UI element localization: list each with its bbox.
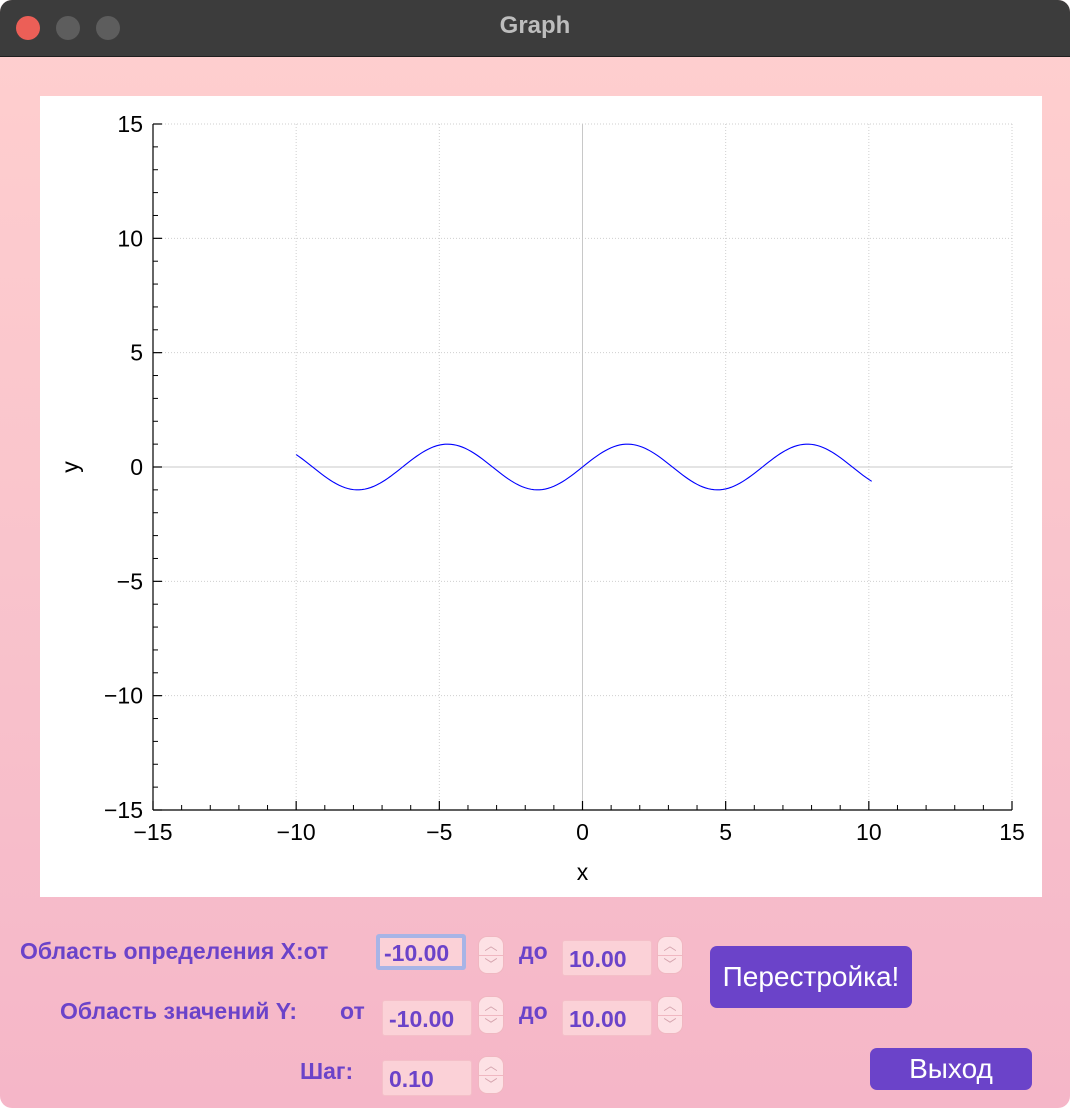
y-from-input[interactable]: -10.00: [382, 1000, 472, 1036]
x-from-stepper[interactable]: ︿ ﹀: [478, 936, 504, 974]
minimize-window-button[interactable]: [56, 16, 80, 40]
y-tick-label: 10: [117, 225, 143, 251]
y-tick-label: 0: [130, 454, 143, 480]
x-tick-label: 10: [856, 819, 882, 845]
y-from-spinbox[interactable]: -10.00: [382, 1000, 474, 1038]
maximize-window-button[interactable]: [96, 16, 120, 40]
series-line: [295, 443, 872, 491]
x-from-spinbox[interactable]: -10.00: [376, 934, 468, 972]
chevron-down-icon[interactable]: ﹀: [658, 955, 682, 974]
y-to-stepper[interactable]: ︿ ﹀: [657, 996, 683, 1034]
x-tick-label: 0: [576, 819, 589, 845]
x-tick-label: 5: [719, 819, 732, 845]
window-title: Graph: [499, 12, 571, 39]
y-tick-label: 15: [117, 111, 143, 137]
chevron-up-icon[interactable]: ︿: [663, 938, 677, 953]
step-input[interactable]: 0.10: [382, 1060, 472, 1096]
x-axis-label: x: [577, 859, 589, 885]
x-tick-label: −15: [133, 819, 172, 845]
chevron-down-icon[interactable]: ﹀: [479, 1015, 503, 1034]
x-tick-label: −10: [277, 819, 316, 845]
chart-svg: −15 −10 −5 0 5 10 15 −15 −10 −5 0 5 10 15 x y: [57, 111, 1025, 885]
x-domain-label: Область определения X:от: [20, 938, 329, 964]
step-spinbox[interactable]: 0.10: [382, 1060, 474, 1098]
chevron-up-icon[interactable]: ︿: [484, 998, 498, 1013]
exit-button[interactable]: Выход: [870, 1048, 1032, 1090]
x-to-label: до: [519, 938, 548, 964]
rebuild-button[interactable]: Перестройка!: [710, 946, 912, 1008]
y-from-stepper[interactable]: ︿ ﹀: [478, 996, 504, 1034]
y-from-label: от: [340, 998, 365, 1024]
chevron-down-icon[interactable]: ﹀: [479, 1075, 503, 1094]
y-to-label: до: [519, 998, 548, 1024]
y-tick-label: 5: [130, 340, 143, 366]
x-to-input[interactable]: 10.00: [562, 940, 652, 976]
chevron-down-icon[interactable]: ﹀: [658, 1015, 682, 1034]
chevron-up-icon[interactable]: ︿: [484, 938, 498, 953]
y-tick-label: −10: [104, 683, 143, 709]
y-axis-label: y: [57, 461, 83, 473]
x-to-spinbox[interactable]: 10.00: [562, 940, 654, 978]
y-range-label: Область значений Y:: [60, 998, 298, 1024]
chevron-down-icon[interactable]: ﹀: [479, 955, 503, 974]
chevron-up-icon[interactable]: ︿: [663, 998, 677, 1013]
y-tick-label: −15: [104, 797, 143, 823]
y-tick-label: −5: [117, 568, 143, 594]
step-label: Шаг:: [300, 1058, 354, 1084]
x-tick-label: 15: [999, 819, 1025, 845]
plot-area: −15 −10 −5 0 5 10 15 −15 −10 −5 0 5 10 15 x y: [40, 96, 1042, 897]
chevron-up-icon[interactable]: ︿: [484, 1058, 498, 1073]
step-stepper[interactable]: ︿ ﹀: [478, 1056, 504, 1094]
x-tick-label: −5: [426, 819, 452, 845]
x-from-input[interactable]: -10.00: [376, 934, 466, 970]
y-to-spinbox[interactable]: 10.00: [562, 1000, 654, 1038]
x-to-stepper[interactable]: ︿ ﹀: [657, 936, 683, 974]
title-bar: Graph: [0, 0, 1070, 57]
y-to-input[interactable]: 10.00: [562, 1000, 652, 1036]
close-window-button[interactable]: [16, 16, 40, 40]
